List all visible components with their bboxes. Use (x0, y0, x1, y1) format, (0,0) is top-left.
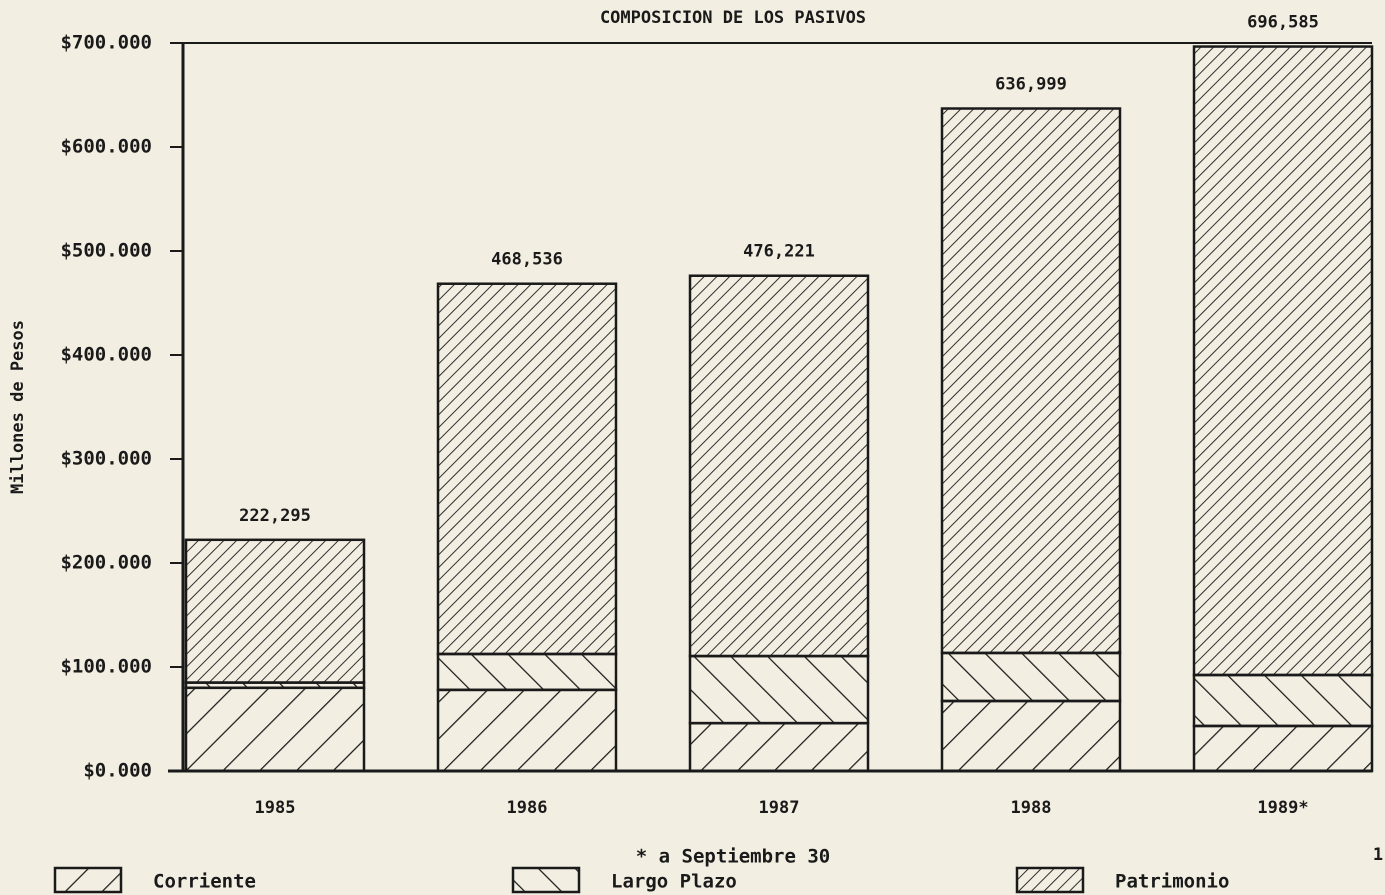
bar-segment (688, 274, 870, 658)
x-tick-label: 1985 (255, 798, 296, 818)
bar-segment (688, 654, 870, 725)
legend-swatch (53, 866, 123, 894)
legend-swatch (1015, 866, 1085, 894)
bar-segment (184, 538, 366, 684)
y-tick-label: $400.000 (60, 344, 152, 366)
bar-segment (184, 686, 366, 773)
bar-segment (1192, 724, 1374, 773)
legend-label: Largo Plazo (611, 871, 737, 893)
x-tick-label: 1989* (1257, 798, 1308, 818)
bar-segment (688, 721, 870, 773)
y-tick-label: $100.000 (60, 656, 152, 678)
y-tick-label: $600.000 (60, 136, 152, 158)
legend-label: Patrimonio (1115, 871, 1229, 893)
total-label: 696,585 (1247, 13, 1319, 33)
footnote: * a Septiembre 30 (636, 846, 830, 868)
y-tick-label: $700.000 (60, 32, 152, 54)
legend-label: Corriente (153, 871, 256, 893)
bar-segment (436, 652, 618, 692)
y-tick-label: $0.000 (83, 760, 152, 782)
bar-segment (1192, 673, 1374, 728)
bar-segment (940, 651, 1122, 703)
x-tick-label: 1986 (507, 798, 548, 818)
bar-segment (436, 282, 618, 656)
y-tick-label: $500.000 (60, 240, 152, 262)
y-tick-label: $300.000 (60, 448, 152, 470)
bar-segment (436, 688, 618, 773)
legend-swatch (511, 866, 581, 894)
y-axis-label: Millones de Pesos (8, 320, 28, 494)
total-label: 222,295 (239, 506, 311, 526)
total-label: 476,221 (743, 242, 815, 262)
y-tick-label: $200.000 (60, 552, 152, 574)
total-label: 468,536 (491, 250, 563, 270)
bar-segment (1192, 45, 1374, 677)
chart-title: COMPOSICION DE LOS PASIVOS (600, 8, 866, 28)
bar-segment (940, 107, 1122, 655)
bar-segment (940, 699, 1122, 773)
total-label: 636,999 (995, 75, 1067, 95)
x-tick-label: 1987 (759, 798, 800, 818)
page-number: 1 (1373, 845, 1383, 865)
x-tick-label: 1988 (1011, 798, 1052, 818)
